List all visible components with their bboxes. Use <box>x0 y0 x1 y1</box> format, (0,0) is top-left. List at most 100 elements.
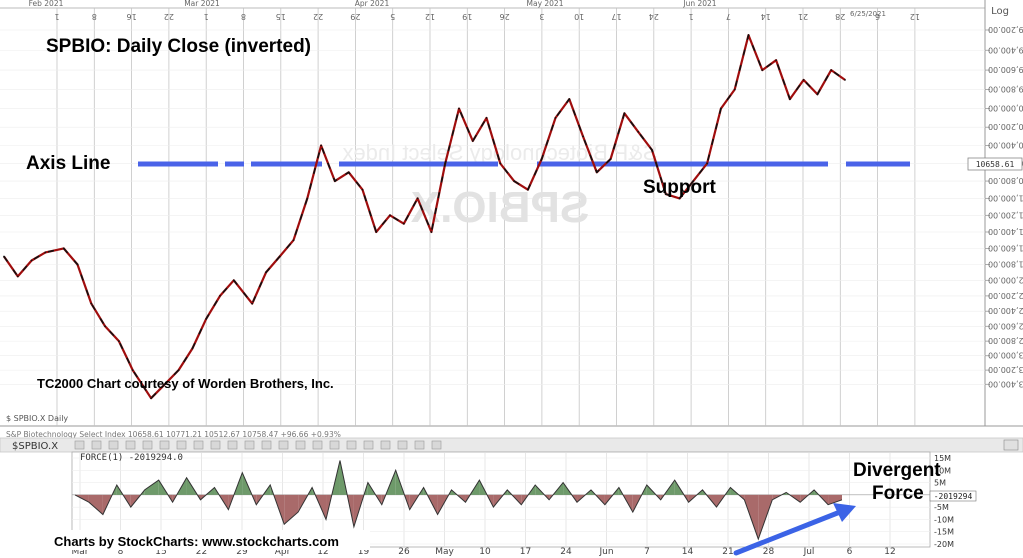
toolbar-icon <box>210 440 221 450</box>
force-y-tick-label: -5M <box>934 503 949 512</box>
toolbar-icon <box>312 440 323 450</box>
force-x-tick-label: Apr <box>275 547 291 557</box>
toolbar-icon <box>193 440 204 450</box>
price-point <box>678 197 681 200</box>
force-indicator-label: FORCE(1) -2019294.0 <box>80 453 183 463</box>
price-y-tick-label: 10,200.00 <box>988 122 1023 131</box>
price-panel-info-strip: S&P Biotechnology Select Index 10658.61 … <box>6 430 341 439</box>
price-point <box>761 69 764 71</box>
force-x-tick-label: Mar <box>72 547 89 557</box>
toolbar-icon <box>380 440 391 450</box>
price-point <box>30 259 33 262</box>
price-point <box>720 107 722 110</box>
toolbar-icon <box>91 440 102 450</box>
price-top-tick-label: 12 <box>910 12 920 21</box>
force-x-tick-label: 7 <box>644 547 650 557</box>
price-point <box>3 255 5 258</box>
price-point <box>402 222 405 225</box>
price-point <box>527 188 529 191</box>
price-point <box>117 340 120 343</box>
force-x-tick-label: 19 <box>358 547 370 557</box>
toolbar-icon <box>414 440 425 450</box>
price-point <box>219 294 221 297</box>
toolbar-icon <box>176 440 187 450</box>
force-y-tick-label: 15M <box>934 454 951 463</box>
price-point <box>499 162 502 165</box>
force-negative-area <box>284 494 299 525</box>
force-y-tick-label: 10M <box>934 466 951 475</box>
toolbar-icon <box>227 440 238 450</box>
force-value-box-label: -2019294 <box>934 492 973 501</box>
price-y-tick-label: 9,800.00 <box>988 85 1023 94</box>
price-month-labels: Feb 2021 Mar 2021 Apr 2021 May 2021 Jun … <box>29 0 717 8</box>
force-header-bar <box>0 437 1023 453</box>
force-x-tick-label: 24 <box>560 547 572 557</box>
force-header-symbol: $SPBIO.X <box>12 441 58 452</box>
force-x-tick-label: 10 <box>479 547 491 557</box>
price-top-tick-label: 17 <box>611 12 621 21</box>
toolbar-icon <box>431 440 442 450</box>
price-point <box>747 34 750 37</box>
price-point <box>131 369 134 372</box>
price-panel-log-label: Log <box>991 6 1009 17</box>
price-top-tick-label: 19 <box>462 12 472 21</box>
force-x-tick-label: Jun <box>598 547 613 557</box>
month-label-mar: Mar 2021 <box>184 0 220 8</box>
force-x-tick-label: 21 <box>722 547 733 557</box>
force-x-tick-label: Jul <box>803 547 815 557</box>
force-y-tick-label: -15M <box>934 528 954 537</box>
price-point <box>471 140 474 142</box>
price-top-tick-label: 6 <box>875 12 880 21</box>
price-point <box>554 117 557 119</box>
price-top-tick-label: 26 <box>500 12 510 21</box>
price-y-tick-label: 10,400.00 <box>988 141 1023 150</box>
price-point <box>609 158 612 160</box>
price-y-tick-label: 13,400.00 <box>988 379 1023 388</box>
price-point <box>16 275 19 278</box>
price-point <box>163 383 166 386</box>
divergent-arrow-head <box>833 503 856 522</box>
price-point <box>692 180 695 182</box>
toolbar-icon <box>329 440 340 450</box>
toolbar-icon <box>244 440 255 450</box>
price-top-tick-label: 10 <box>574 12 584 21</box>
force-negative-area <box>828 494 842 505</box>
price-point <box>637 130 640 133</box>
price-y-tick-label: 9,200.00 <box>988 25 1023 34</box>
month-label-feb: Feb 2021 <box>29 0 64 8</box>
force-series-line <box>74 460 843 541</box>
toolbar-icon <box>159 440 170 450</box>
force-negative-area <box>88 494 103 515</box>
divergent-arrow-shaft <box>733 509 843 556</box>
toolbar-icon <box>295 440 306 450</box>
toolbar-icon <box>346 440 357 450</box>
price-point <box>416 197 419 200</box>
price-top-tick-label: 12 <box>425 12 435 21</box>
price-y-tick-label: 11,000.00 <box>988 193 1023 202</box>
price-point <box>265 271 267 274</box>
price-panel-background <box>0 0 985 426</box>
price-point <box>150 397 152 400</box>
force-x-tick-label: 26 <box>398 547 410 557</box>
tc2000-credit: TC2000 Chart courtesy of Worden Brothers… <box>37 376 334 391</box>
price-point <box>333 180 336 182</box>
price-panel-date-tag: 6/25/2021 <box>850 10 886 18</box>
month-label-apr: Apr 2021 <box>355 0 390 8</box>
price-y-tick-label: 11,800.00 <box>988 259 1023 268</box>
price-point <box>62 247 65 250</box>
price-point <box>361 188 364 191</box>
price-point <box>485 117 488 119</box>
price-top-tick-label: 14 <box>761 12 771 21</box>
price-top-ticks: 1 8 16 22 1 8 15 22 29 5 12 19 26 3 10 17 24 1 7 14 21 28 6 12 <box>54 12 920 21</box>
price-y-axis-ticks: 9,200.00 9,400.00 9,600.00 9,800.00 10,000.0… <box>985 25 1023 388</box>
price-point <box>90 302 93 305</box>
price-point <box>320 144 322 147</box>
divergent-label-line2: Force <box>872 483 924 504</box>
price-point <box>191 347 194 350</box>
price-point <box>430 231 433 233</box>
price-top-tick-label: 21 <box>798 12 808 21</box>
price-top-tick-label: 1 <box>204 12 209 21</box>
price-point <box>775 59 777 62</box>
force-x-tick-label: 28 <box>763 547 775 557</box>
price-y-tick-label: 12,400.00 <box>988 306 1023 315</box>
